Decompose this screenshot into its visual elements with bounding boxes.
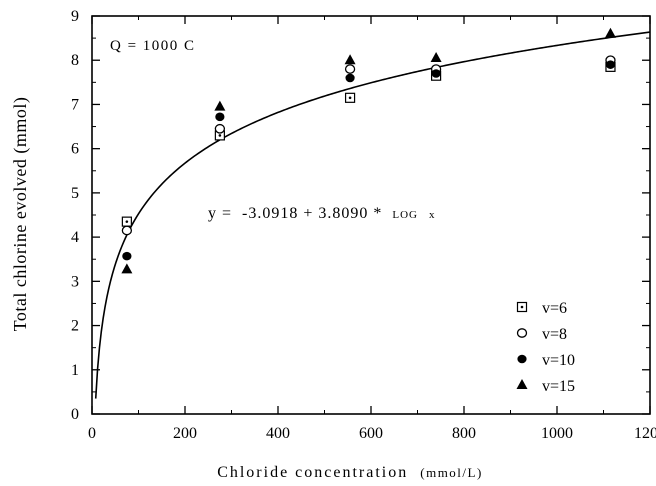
y-tick-label: 2 (71, 318, 79, 335)
data-point (345, 73, 355, 83)
data-point (604, 27, 616, 38)
fit-curve (94, 31, 651, 399)
y-tick-label: 5 (71, 185, 79, 202)
legend-marker (516, 379, 528, 389)
legend-label: v=6 (542, 300, 567, 317)
fit-equation: y = -3.0918 + 3.8090 * LOG x (208, 205, 435, 222)
axes: 0 1 2 3 4 5 6 7 8 9 0 200 400 600 800 1000 1200 (71, 8, 656, 442)
data-point (344, 64, 356, 74)
data-point (344, 92, 356, 103)
data-point (122, 251, 132, 261)
legend: v=6 v=8 v=10 v=15 (516, 300, 575, 395)
legend-label: v=15 (542, 378, 575, 395)
data-point (214, 123, 226, 134)
data-point (121, 216, 132, 227)
y-tick-label: 9 (71, 8, 79, 25)
y-tick-label: 6 (71, 141, 79, 158)
fit-equation-log: LOG (392, 209, 418, 221)
data-point (605, 60, 616, 69)
data-point (344, 54, 356, 65)
data-point (121, 225, 133, 236)
x-axis-label-main: Chloride concentration (217, 464, 408, 481)
annotation-q: Q = 1000 C (110, 38, 196, 54)
data-point (121, 263, 133, 274)
data-point (431, 69, 441, 78)
fit-equation-var: x (429, 209, 436, 221)
x-tick-label: 1000 (541, 425, 573, 442)
legend-marker (516, 328, 528, 338)
x-tick-label: 600 (359, 425, 383, 442)
x-axis-label-unit: (mmol/L) (420, 465, 483, 480)
fit-equation-main: y = -3.0918 + 3.8090 * (208, 205, 387, 222)
y-tick-label: 3 (71, 273, 79, 290)
x-tick-label: 400 (266, 425, 290, 442)
x-tick-label: 200 (173, 425, 197, 442)
y-tick-label: 4 (71, 229, 79, 246)
x-tick-label: 1200 (634, 425, 656, 442)
data-point (215, 112, 225, 122)
marker-center-dot (348, 96, 352, 100)
data-point (430, 52, 442, 63)
y-axis-label: Total chlorine evolved (mmol) (10, 97, 31, 332)
legend-label: v=8 (542, 326, 567, 343)
y-tick-label: 1 (71, 362, 79, 379)
y-tick-label: 7 (71, 96, 79, 113)
x-tick-label: 0 (88, 425, 96, 442)
data-points-layer (121, 27, 616, 274)
data-point (214, 100, 226, 111)
x-tick-label: 800 (452, 425, 476, 442)
y-tick-label: 0 (71, 406, 79, 423)
marker-center-dot (218, 134, 222, 137)
y-tick-label: 8 (71, 52, 79, 69)
fit-curve-layer (94, 31, 651, 399)
legend-marker (516, 301, 528, 313)
marker-center-dot (125, 220, 129, 223)
legend-marker (517, 354, 527, 364)
legend-label: v=10 (542, 352, 575, 369)
marker-center-dot (520, 305, 524, 309)
x-axis-label: Chloride concentration (mmol/L) (217, 464, 483, 481)
